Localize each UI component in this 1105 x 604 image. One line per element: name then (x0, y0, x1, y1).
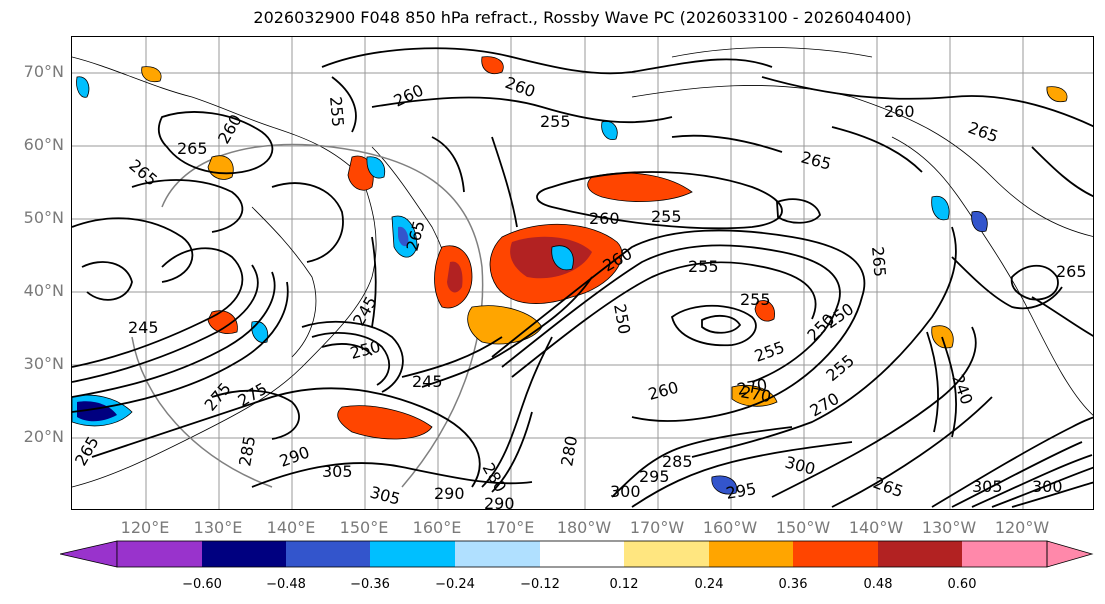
contour-label: 255 (740, 290, 771, 309)
lat-label-40n: 40°N (23, 281, 64, 300)
colorbar-segment (793, 541, 878, 567)
contour-label: 265 (177, 139, 208, 158)
colorbar-segment (962, 541, 1047, 567)
colorbar-segment (202, 541, 287, 567)
contour-label: 290 (484, 494, 515, 510)
colorbar-segment (709, 541, 794, 567)
contour-label: 285 (662, 452, 693, 471)
contour-label: 255 (651, 207, 682, 226)
contour-label: 305 (972, 477, 1003, 496)
map-panel[interactable]: 255 260 260 255 260 265 265 265 260 265 … (71, 36, 1094, 510)
contour-label: 255 (540, 112, 571, 131)
contour-label: 250 (610, 302, 634, 335)
colorbar-tick: 0.12 (609, 577, 639, 592)
colorbar-tick: −0.60 (182, 577, 222, 592)
contour-label: 260 (884, 102, 915, 121)
colorbar-segment (540, 541, 625, 567)
map-title: 2026032900 F048 850 hPa refract., Rossby… (253, 8, 912, 27)
contour-label: 280 (557, 434, 581, 467)
contour-label: 300 (610, 482, 641, 501)
colorbar-tick: −0.24 (435, 577, 475, 592)
colorbar-tick: 0.60 (947, 577, 977, 592)
lat-label-70n: 70°N (23, 62, 64, 81)
contour-label: 300 (1032, 477, 1063, 496)
contour-label: 300 (783, 453, 817, 479)
contour-label: 255 (752, 337, 787, 365)
colorbar-tick: −0.12 (520, 577, 560, 592)
contour-label: 305 (368, 483, 402, 509)
lon-label-120w: 120°W (994, 518, 1050, 537)
contour-label: 245 (412, 372, 443, 391)
colorbar-tick: 0.36 (778, 577, 808, 592)
contour-label: 290 (434, 484, 465, 503)
lon-label-170e: 170°E (485, 518, 535, 537)
contour-label: 265 (966, 118, 1001, 146)
contour-label: 265 (868, 246, 890, 278)
contour-label: 250 (348, 337, 382, 363)
colorbar-tick: −0.36 (350, 577, 390, 592)
lon-label-130e: 130°E (193, 518, 243, 537)
colorbar-segment (624, 541, 709, 567)
colorbar-extend-min (60, 540, 118, 568)
lon-label-160w: 160°W (702, 518, 758, 537)
contour-label: 260 (589, 209, 620, 228)
rossby-wave-arc (131, 143, 484, 488)
lon-label-170w: 170°W (629, 518, 685, 537)
contour-label: 275 (201, 379, 235, 415)
contour-label: 245 (128, 318, 159, 337)
lat-label-30n: 30°N (23, 354, 64, 373)
positive-anomaly-patches (141, 56, 1068, 440)
contour-label: 295 (724, 479, 757, 503)
colorbar-segment (455, 541, 540, 567)
lat-label-50n: 50°N (23, 208, 64, 227)
contour-label: 265 (125, 156, 161, 190)
contour-label: 260 (503, 73, 538, 101)
contour-label: 240 (948, 372, 976, 407)
colorbar-segment (286, 541, 371, 567)
contour-label: 265 (871, 473, 906, 501)
lon-label-160e: 160°E (412, 518, 462, 537)
contour-label: 290 (277, 442, 312, 470)
contour-label: 305 (322, 462, 353, 481)
lon-label-120e: 120°E (120, 518, 170, 537)
lon-label-150e: 150°E (339, 518, 389, 537)
refractivity-contours (72, 47, 1093, 508)
colorbar (60, 540, 1094, 568)
contour-label: 275 (235, 379, 271, 411)
lon-label-140w: 140°W (848, 518, 904, 537)
negative-anomaly-patches (72, 76, 988, 495)
lon-label-150w: 150°W (775, 518, 831, 537)
lon-label-140e: 140°E (266, 518, 316, 537)
contour-label: 255 (326, 96, 348, 128)
contour-label: 260 (646, 378, 680, 404)
colorbar-tick: 0.24 (694, 577, 724, 592)
colorbar-tick: −0.48 (266, 577, 306, 592)
contour-label: 285 (235, 434, 259, 467)
contour-label: 280 (479, 460, 511, 496)
colorbar-segment (878, 541, 963, 567)
lat-label-20n: 20°N (23, 427, 64, 446)
colorbar-tick: 0.48 (863, 577, 893, 592)
contour-label: 295 (639, 467, 670, 486)
lon-label-180w: 180°W (556, 518, 612, 537)
lon-label-130w: 130°W (921, 518, 977, 537)
colorbar-extend-max (1046, 540, 1094, 568)
contour-label: 260 (391, 80, 427, 110)
contour-label: 255 (688, 257, 719, 276)
lat-label-60n: 60°N (23, 135, 64, 154)
contour-label: 265 (1056, 262, 1087, 281)
colorbar-segment (370, 541, 455, 567)
colorbar-segment (117, 541, 202, 567)
